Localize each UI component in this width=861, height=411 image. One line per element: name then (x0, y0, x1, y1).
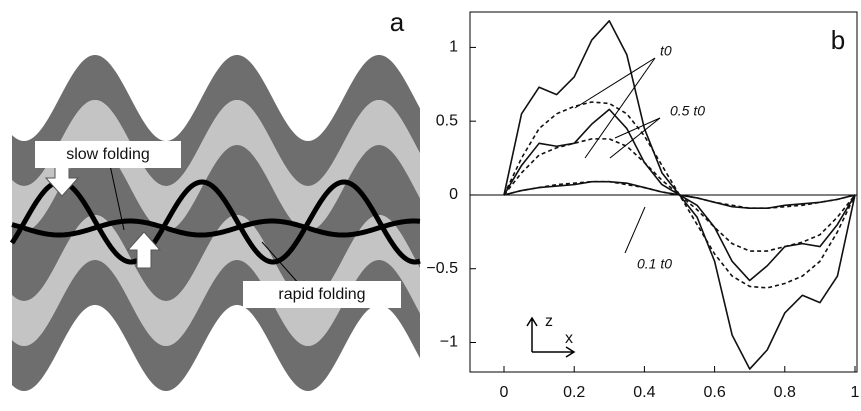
annotation: t0 (660, 43, 672, 59)
panel-label: b (831, 25, 845, 55)
leader (574, 57, 656, 109)
plot-frame (469, 11, 858, 373)
annotation: 0.1 t0 (637, 256, 672, 272)
y-tick-label: −0.5 (426, 260, 458, 277)
leader (614, 117, 661, 139)
panel-label: a (390, 7, 405, 37)
panel-a: slow folding rapid folding (9, 55, 421, 391)
y-tick-label: 0.5 (436, 112, 458, 129)
x-tick-label: 1 (851, 384, 860, 401)
fold-layer (12, 100, 420, 231)
arrow (126, 231, 162, 269)
annotation: rapid folding (278, 286, 365, 303)
y-tick-label: 1 (449, 39, 458, 56)
annotation: 0.5 t0 (670, 103, 705, 119)
x-tick-label: 0.2 (563, 384, 585, 401)
series-line (503, 180, 856, 210)
axis-symbol: x (565, 330, 573, 347)
annotation: slow folding (66, 146, 150, 163)
y-tick-label: −1 (440, 334, 458, 351)
x-tick-label: 0.4 (633, 384, 655, 401)
label-box (35, 141, 181, 168)
fold-curve (11, 218, 421, 238)
x-tick-label: 0.8 (774, 384, 796, 401)
leader (584, 57, 656, 159)
leader (609, 117, 661, 159)
series-line (503, 138, 856, 252)
fold-curve (9, 179, 421, 265)
leader (261, 241, 301, 286)
x-tick-label: 0.6 (703, 384, 725, 401)
fold-layer (12, 260, 420, 391)
fold-layer (12, 55, 420, 187)
label-box (243, 281, 401, 308)
series-line (503, 101, 856, 289)
y-tick-label: 0 (449, 186, 458, 203)
x-tick-label: 0 (500, 384, 509, 401)
axis-indicator (526, 316, 576, 358)
leader (624, 206, 646, 254)
axis-symbol: z (545, 313, 553, 330)
leader (109, 164, 125, 231)
